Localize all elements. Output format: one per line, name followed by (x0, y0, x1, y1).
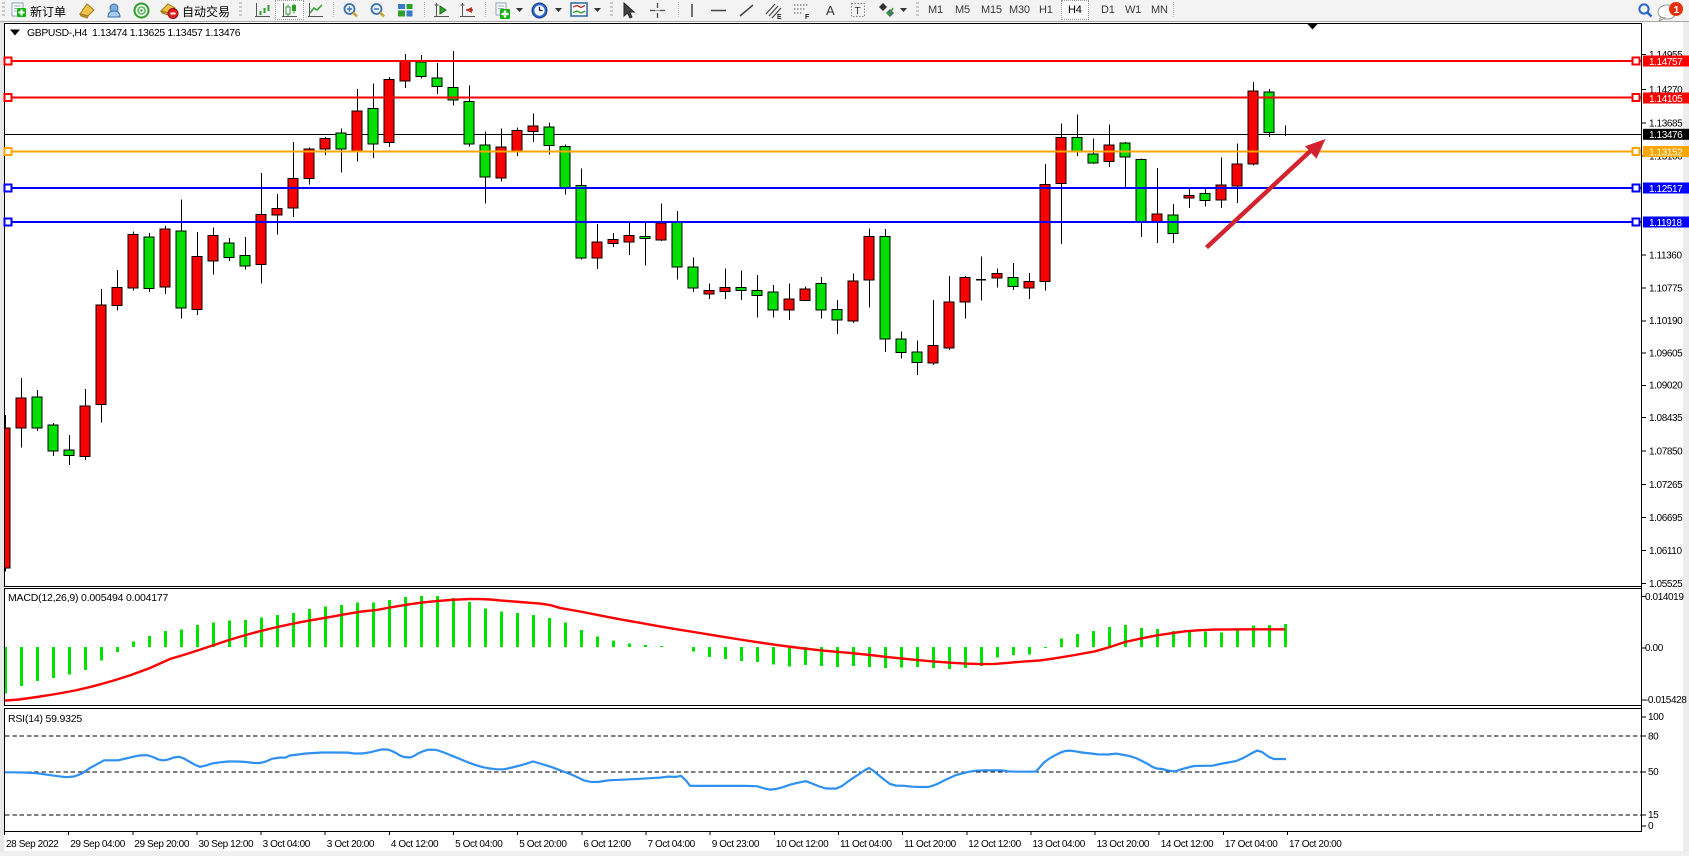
svg-text:13 Oct 04:00: 13 Oct 04:00 (1032, 839, 1085, 850)
svg-text:7 Oct 04:00: 7 Oct 04:00 (648, 839, 696, 850)
svg-text:T: T (855, 6, 861, 17)
svg-text:1.08435: 1.08435 (1649, 413, 1683, 424)
svg-text:1.14955: 1.14955 (1649, 50, 1683, 61)
svg-text:1.09020: 1.09020 (1649, 381, 1683, 392)
svg-text:30 Sep 12:00: 30 Sep 12:00 (199, 839, 255, 850)
svg-text:1.13152: 1.13152 (1649, 147, 1683, 158)
svg-text:1.14270: 1.14270 (1649, 85, 1683, 96)
svg-text:E: E (777, 14, 782, 21)
svg-text:28 Sep 2022: 28 Sep 2022 (6, 839, 59, 850)
svg-text:3 Oct 20:00: 3 Oct 20:00 (327, 839, 375, 850)
svg-text:1.13476: 1.13476 (1649, 130, 1683, 141)
svg-text:1.12517: 1.12517 (1649, 184, 1683, 195)
svg-text:9 Oct 23:00: 9 Oct 23:00 (712, 839, 760, 850)
svg-text:50: 50 (1648, 767, 1659, 778)
svg-text:GBPUSD-,H4 1.13474 1.13625 1.: GBPUSD-,H4 1.13474 1.13625 1.13457 1.134… (27, 28, 241, 39)
svg-text:15: 15 (1648, 810, 1659, 821)
svg-text:1.14105: 1.14105 (1649, 94, 1683, 105)
svg-text:1.11360: 1.11360 (1649, 250, 1682, 261)
svg-text:17 Oct 04:00: 17 Oct 04:00 (1225, 839, 1278, 850)
svg-text:1.11918: 1.11918 (1649, 218, 1682, 229)
svg-text:F: F (805, 14, 810, 21)
svg-text:5 Oct 04:00: 5 Oct 04:00 (455, 839, 503, 850)
svg-text:29 Sep 20:00: 29 Sep 20:00 (134, 839, 190, 850)
svg-text:MACD(12,26,9) 0.005494 0.00417: MACD(12,26,9) 0.005494 0.004177 (8, 592, 169, 604)
svg-text:5 Oct 20:00: 5 Oct 20:00 (519, 839, 567, 850)
svg-text:1.10190: 1.10190 (1649, 316, 1683, 327)
svg-text:1.06695: 1.06695 (1649, 513, 1683, 524)
svg-text:17 Oct 20:00: 17 Oct 20:00 (1289, 839, 1342, 850)
svg-text:1: 1 (1674, 4, 1680, 16)
svg-text:1.14757: 1.14757 (1649, 57, 1683, 68)
svg-text:0: 0 (1648, 821, 1654, 832)
svg-text:0.00: 0.00 (1645, 643, 1664, 654)
svg-text:10 Oct 12:00: 10 Oct 12:00 (776, 839, 829, 850)
svg-text:100: 100 (1648, 712, 1664, 723)
svg-text:3 Oct 04:00: 3 Oct 04:00 (263, 839, 311, 850)
svg-text:29 Sep 04:00: 29 Sep 04:00 (70, 839, 126, 850)
svg-text:80: 80 (1648, 731, 1659, 742)
svg-text:13 Oct 20:00: 13 Oct 20:00 (1097, 839, 1150, 850)
svg-text:0.014019: 0.014019 (1645, 592, 1684, 603)
svg-text:1.10775: 1.10775 (1649, 283, 1683, 294)
svg-text:4 Oct 12:00: 4 Oct 12:00 (391, 839, 439, 850)
svg-text:RSI(14) 59.9325: RSI(14) 59.9325 (8, 713, 82, 725)
svg-text:1.06110: 1.06110 (1649, 546, 1682, 557)
svg-text:1.13685: 1.13685 (1649, 118, 1683, 129)
svg-text:11 Oct 20:00: 11 Oct 20:00 (904, 839, 957, 850)
svg-text:12 Oct 12:00: 12 Oct 12:00 (968, 839, 1021, 850)
svg-text:1.07265: 1.07265 (1649, 480, 1683, 491)
svg-text:1.05525: 1.05525 (1649, 579, 1683, 590)
svg-text:-0.015428: -0.015428 (1645, 695, 1687, 706)
svg-text:14 Oct 12:00: 14 Oct 12:00 (1161, 839, 1214, 850)
svg-text:1.09605: 1.09605 (1649, 348, 1683, 359)
svg-text:6 Oct 12:00: 6 Oct 12:00 (583, 839, 631, 850)
svg-text:1.07850: 1.07850 (1649, 446, 1683, 457)
svg-text:11 Oct 04:00: 11 Oct 04:00 (840, 839, 893, 850)
